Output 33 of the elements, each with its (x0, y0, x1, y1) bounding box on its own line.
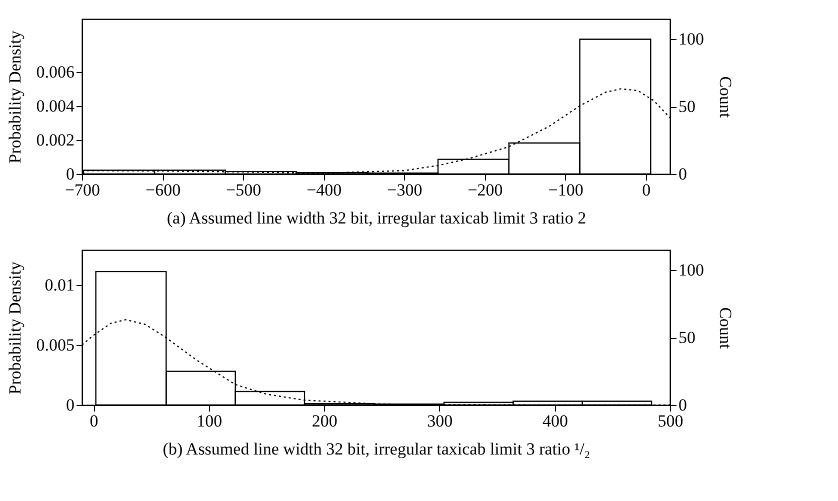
y-tick-label: 0.01 (44, 275, 74, 294)
y-tick-label: 0 (66, 396, 74, 414)
y-tick-label: 0.006 (36, 62, 74, 82)
y2-tick-label: 0 (678, 164, 687, 184)
x-tick-label: 500 (658, 412, 684, 430)
y-tick-label: 0.004 (36, 96, 75, 116)
x-axis-title: (b) Assumed line width 32 bit, irregular taxicab limit 3 ratio ¹/₂ (162, 440, 590, 458)
y-tick-label: 0.002 (36, 130, 74, 150)
x-tick-label: 100 (196, 412, 222, 430)
x-tick-label: 400 (542, 412, 568, 430)
x-tick-label: −200 (468, 180, 503, 200)
x-tick-label: 200 (312, 412, 338, 430)
x-tick-label: 0 (90, 412, 98, 430)
x-tick-label: −300 (387, 180, 422, 200)
x-tick-label: −700 (64, 180, 100, 200)
y2-tick-label: 50 (678, 97, 696, 116)
y-tick-label: 0 (66, 164, 74, 184)
x-tick-label: −600 (146, 180, 181, 200)
y-axis-title: Probability Density (5, 261, 24, 394)
y2-tick-label: 0 (678, 396, 687, 414)
y2-tick-label: 100 (678, 30, 704, 49)
x-tick-label: −100 (548, 180, 584, 200)
y2-axis-title: Count (716, 76, 735, 118)
x-tick-label: 300 (427, 412, 453, 430)
x-tick-label: −500 (226, 180, 262, 200)
y2-tick-label: 100 (678, 260, 704, 280)
y2-tick-label: 50 (678, 328, 696, 348)
x-axis-title: (a) Assumed line width 32 bit, irregular taxicab limit 3 ratio 2 (166, 208, 586, 228)
y-tick-label: 0.005 (36, 335, 74, 354)
y-axis-title: Probability Density (5, 30, 24, 164)
x-tick-label: 0 (642, 180, 651, 200)
y2-axis-title: Count (716, 307, 735, 350)
x-tick-label: −400 (306, 180, 342, 200)
